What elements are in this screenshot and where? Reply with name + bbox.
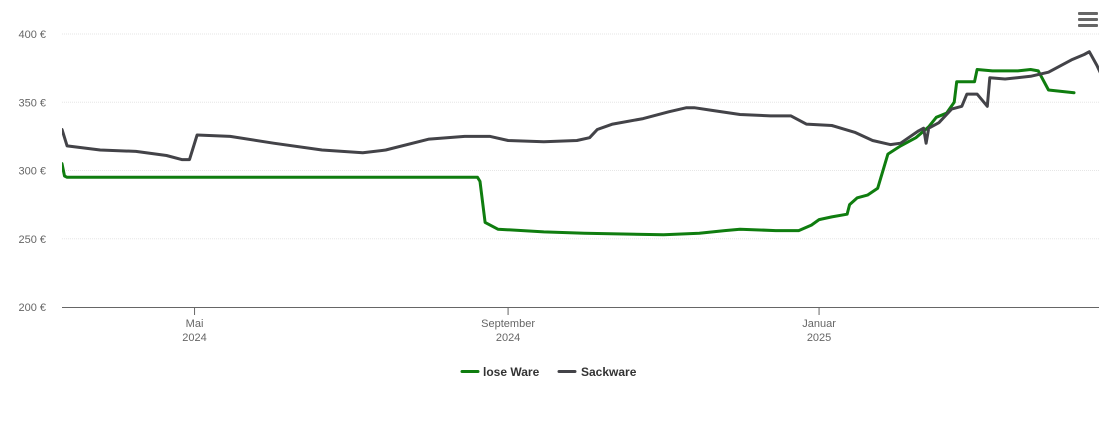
legend-label: lose Ware [483,365,540,379]
y-tick-label: 300 € [18,166,46,178]
legend-item[interactable]: lose Ware [460,365,540,379]
series-line-0 [62,68,1076,237]
y-tick-label: 250 € [18,234,46,246]
x-tick-label-month: Mai [186,318,204,330]
legend-label: Sackware [581,365,637,379]
x-tick-label-month: September [481,318,535,330]
y-axis: 200 € 250 € 300 € 350 € 400 € [18,29,46,314]
y-tick-label: 400 € [18,29,46,41]
grid-lines [62,33,1099,240]
x-tick-label-year: 2025 [807,332,831,344]
x-tick-label-year: 2024 [182,332,206,344]
hamburger-menu-icon[interactable] [1078,12,1098,30]
series-lines [62,50,1099,237]
y-tick-label: 200 € [18,302,46,314]
legend-item[interactable]: Sackware [557,365,637,379]
x-tick-label-month: Januar [802,318,836,330]
x-axis: Mai 2024 September 2024 Januar 2025 [62,307,1099,344]
y-tick-label: 350 € [18,97,46,109]
legend[interactable]: lose Ware Sackware [460,365,637,379]
x-tick-label-year: 2024 [496,332,520,344]
series-line-1 [62,50,1099,162]
